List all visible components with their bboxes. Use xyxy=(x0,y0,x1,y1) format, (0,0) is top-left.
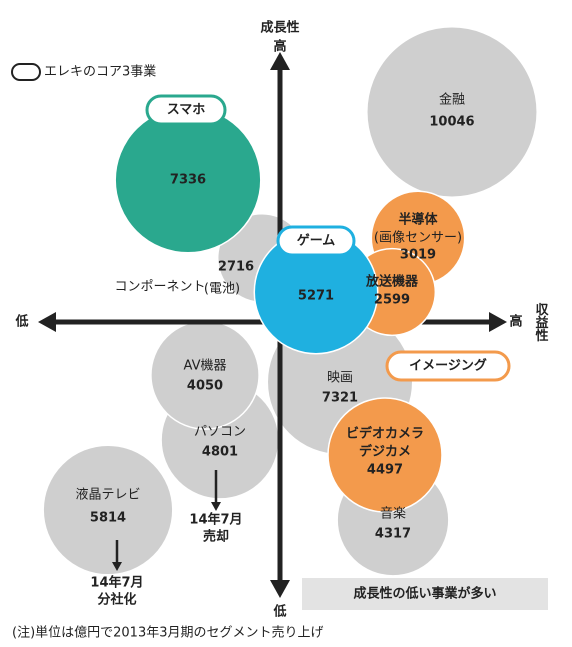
arrow xyxy=(211,502,221,511)
banner-box xyxy=(302,578,548,610)
arrow xyxy=(270,580,290,598)
bubble xyxy=(327,397,443,513)
bubble-value: 2716 xyxy=(218,260,254,275)
x-title: 収益性 xyxy=(533,303,549,342)
bubble-value: 10046 xyxy=(429,115,474,130)
bubble-name: 液晶テレビ xyxy=(75,488,140,503)
bubble-sub: (画像センサー) xyxy=(374,231,462,246)
arrow xyxy=(270,52,290,70)
tag: ゲーム xyxy=(297,233,336,249)
footnote: (注)単位は億円で2013年3月期のセグメント売り上げ xyxy=(12,625,324,641)
x-high: 高 xyxy=(509,314,522,330)
bubble xyxy=(366,26,538,198)
legend-icon xyxy=(11,63,41,81)
note: 売却 xyxy=(203,529,229,545)
bubble-value: 3019 xyxy=(400,248,436,263)
bubble-value: 7336 xyxy=(170,173,206,188)
bubble-name: 放送機器 xyxy=(365,274,419,290)
tag-box xyxy=(385,350,511,382)
bubble xyxy=(42,444,174,576)
arrow xyxy=(489,312,507,332)
bubble-name: ビデオカメラ xyxy=(346,426,424,442)
bubble-name: パソコン xyxy=(194,425,246,440)
bubble-value: 4801 xyxy=(202,445,238,460)
bubble xyxy=(150,320,260,430)
bubble-name: 半導体 xyxy=(398,212,438,228)
bubble-name: 音楽 xyxy=(380,506,406,522)
tag: スマホ xyxy=(167,103,206,118)
note: 14年7月 xyxy=(189,512,242,528)
color-bubbles xyxy=(114,106,466,513)
bubble-value: 5814 xyxy=(90,511,126,526)
arrow xyxy=(38,312,56,332)
tag: イメージング xyxy=(409,358,487,374)
y-title: 成長性 xyxy=(260,20,299,36)
bubble-value: 4497 xyxy=(367,463,403,478)
bubble-name: 金融 xyxy=(439,92,465,108)
y-low: 低 xyxy=(272,604,286,620)
bubble-value: 5271 xyxy=(298,289,334,304)
note: 14年7月 xyxy=(90,575,143,591)
banner: 成長性の低い事業が多い xyxy=(353,586,496,602)
tag-box xyxy=(145,94,227,126)
bubble-value: 7321 xyxy=(322,391,358,406)
bubble-name: コンポーネント xyxy=(114,280,205,295)
bubble-value: 2599 xyxy=(374,293,410,308)
x-low: 低 xyxy=(14,314,28,330)
bubble-value: 4050 xyxy=(187,379,223,394)
legend: エレキのコア3事業 xyxy=(44,64,156,80)
arrow xyxy=(112,562,122,571)
bubble-name: 映画 xyxy=(327,371,353,386)
y-high: 高 xyxy=(273,39,286,55)
bubble-sub: (電池) xyxy=(204,282,240,297)
labels: 成長性 高 低 低 高 収益性 エレキのコア3事業 成長性の低い事業が多い (注… xyxy=(11,20,549,641)
bubble-name: デジカメ xyxy=(359,444,411,460)
bubble-name: AV機器 xyxy=(184,359,227,374)
bubble-value: 4317 xyxy=(375,527,411,542)
tag-box xyxy=(276,225,356,257)
note: 分社化 xyxy=(97,592,136,608)
